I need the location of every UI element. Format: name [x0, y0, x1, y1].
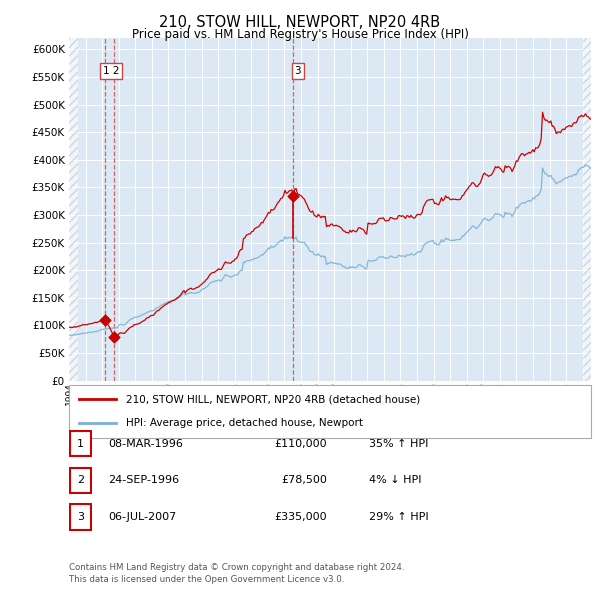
FancyBboxPatch shape [70, 467, 91, 493]
Point [288, 191, 298, 201]
Text: £110,000: £110,000 [274, 439, 327, 448]
FancyBboxPatch shape [70, 431, 91, 457]
Text: 24-SEP-1996: 24-SEP-1996 [108, 476, 179, 485]
Text: Contains HM Land Registry data © Crown copyright and database right 2024.: Contains HM Land Registry data © Crown c… [69, 563, 404, 572]
Text: HPI: Average price, detached house, Newport: HPI: Average price, detached house, Newp… [127, 418, 364, 428]
Bar [583, 38, 592, 381]
Point [100, 315, 110, 324]
Point [109, 333, 119, 342]
Text: 4% ↓ HPI: 4% ↓ HPI [369, 476, 421, 485]
Text: 2: 2 [77, 476, 84, 485]
Text: £335,000: £335,000 [274, 512, 327, 522]
Text: 210, STOW HILL, NEWPORT, NP20 4RB (detached house): 210, STOW HILL, NEWPORT, NP20 4RB (detac… [127, 394, 421, 404]
Text: 3: 3 [77, 512, 84, 522]
Text: Price paid vs. HM Land Registry's House Price Index (HPI): Price paid vs. HM Land Registry's House … [131, 28, 469, 41]
Text: 3: 3 [295, 66, 301, 76]
Text: 1: 1 [77, 439, 84, 448]
Text: This data is licensed under the Open Government Licence v3.0.: This data is licensed under the Open Gov… [69, 575, 344, 584]
Text: 29% ↑ HPI: 29% ↑ HPI [369, 512, 428, 522]
Text: £78,500: £78,500 [281, 476, 327, 485]
FancyBboxPatch shape [70, 504, 91, 530]
Text: 08-MAR-1996: 08-MAR-1996 [108, 439, 183, 448]
Text: 210, STOW HILL, NEWPORT, NP20 4RB: 210, STOW HILL, NEWPORT, NP20 4RB [160, 15, 440, 30]
FancyBboxPatch shape [69, 385, 591, 438]
Bar [69, 38, 78, 381]
Text: 06-JUL-2007: 06-JUL-2007 [108, 512, 176, 522]
Text: 35% ↑ HPI: 35% ↑ HPI [369, 439, 428, 448]
Text: 1 2: 1 2 [103, 66, 119, 76]
